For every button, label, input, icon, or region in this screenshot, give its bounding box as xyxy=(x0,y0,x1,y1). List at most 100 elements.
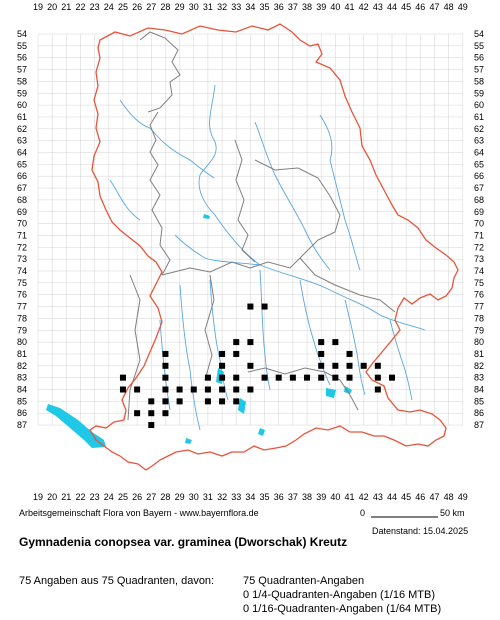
y-label-left: 69 xyxy=(17,207,27,217)
occurrence-marker xyxy=(261,303,268,310)
y-label-right: 77 xyxy=(474,302,484,312)
occurrence-marker xyxy=(219,362,226,369)
y-label-left: 61 xyxy=(17,112,27,122)
occurrence-marker xyxy=(162,374,169,381)
x-label-bottom: 42 xyxy=(359,492,369,500)
occurrence-marker xyxy=(219,350,226,357)
x-label-bottom: 21 xyxy=(61,492,71,500)
occurrence-marker xyxy=(346,374,353,381)
lakes xyxy=(46,214,352,448)
x-label-bottom: 30 xyxy=(189,492,199,500)
grid-lines xyxy=(37,33,463,426)
x-label-top: 45 xyxy=(401,2,411,12)
x-label-bottom: 49 xyxy=(458,492,468,500)
y-label-right: 82 xyxy=(474,361,484,371)
occurrence-marker xyxy=(247,362,254,369)
y-label-right: 73 xyxy=(474,254,484,264)
y-label-right: 62 xyxy=(474,124,484,134)
y-label-right: 80 xyxy=(474,337,484,347)
y-label-right: 85 xyxy=(474,396,484,406)
stats-quarter: 0 1/4-Quadranten-Angaben (1/16 MTB) xyxy=(243,589,436,601)
occurrence-marker xyxy=(247,386,254,393)
occurrence-marker xyxy=(318,374,325,381)
y-label-left: 84 xyxy=(17,385,27,395)
rivers xyxy=(109,84,426,431)
stats-total: 75 Angaben aus 75 Quadranten, davon: xyxy=(19,575,215,587)
x-label-top: 19 xyxy=(33,2,43,12)
y-label-left: 56 xyxy=(17,53,27,63)
x-label-top: 44 xyxy=(387,2,397,12)
x-label-bottom: 48 xyxy=(444,492,454,500)
y-label-right: 58 xyxy=(474,76,484,86)
occurrence-marker xyxy=(204,386,211,393)
y-label-left: 81 xyxy=(17,349,27,359)
y-label-right: 66 xyxy=(474,171,484,181)
occurrence-marker xyxy=(219,374,226,381)
x-label-bottom: 41 xyxy=(345,492,355,500)
occurrence-marker xyxy=(360,362,367,369)
x-label-top: 47 xyxy=(429,2,439,12)
y-label-left: 80 xyxy=(17,337,27,347)
x-label-top: 24 xyxy=(104,2,114,12)
x-label-top: 43 xyxy=(373,2,383,12)
y-label-left: 67 xyxy=(17,183,27,193)
y-label-left: 72 xyxy=(17,242,27,252)
x-axis-top-labels: 19 20 21 22 23 24 25 26 27 28 29 30 31 32 33 34 35 36 37 38… xyxy=(33,2,468,12)
y-label-right: 67 xyxy=(474,183,484,193)
scale-zero: 0 xyxy=(360,508,366,518)
occurrence-marker xyxy=(162,362,169,369)
x-label-bottom: 32 xyxy=(217,492,227,500)
y-label-left: 68 xyxy=(17,195,27,205)
y-label-left: 57 xyxy=(17,65,27,75)
x-label-top: 20 xyxy=(47,2,57,12)
x-label-top: 34 xyxy=(245,2,255,12)
occurrence-marker xyxy=(219,398,226,405)
x-label-bottom: 19 xyxy=(33,492,43,500)
y-label-left: 79 xyxy=(17,325,27,335)
occurrence-marker xyxy=(374,362,381,369)
distribution-map: 19 20 21 22 23 24 25 26 27 28 29 30 31 32 33 34 35 36 37 38… xyxy=(17,2,484,500)
occurrence-marker xyxy=(219,386,226,393)
occurrence-marker xyxy=(261,374,268,381)
x-label-top: 28 xyxy=(160,2,170,12)
y-label-left: 74 xyxy=(17,266,27,276)
occurrence-marker xyxy=(318,362,325,369)
y-label-right: 68 xyxy=(474,195,484,205)
occurrence-marker xyxy=(247,303,254,310)
y-label-left: 78 xyxy=(17,313,27,323)
x-label-top: 39 xyxy=(316,2,326,12)
y-label-left: 87 xyxy=(17,420,27,430)
data-date: Datenstand: 15.04.2025 xyxy=(372,526,469,536)
x-label-bottom: 25 xyxy=(118,492,128,500)
y-label-right: 71 xyxy=(474,230,484,240)
y-label-right: 65 xyxy=(474,159,484,169)
y-label-left: 71 xyxy=(17,230,27,240)
y-label-left: 86 xyxy=(17,408,27,418)
y-label-left: 73 xyxy=(17,254,27,264)
x-label-top: 22 xyxy=(75,2,85,12)
occurrence-marker xyxy=(374,386,381,393)
occurrence-marker xyxy=(233,398,240,405)
y-label-left: 58 xyxy=(17,76,27,86)
occurrence-marker xyxy=(176,398,183,405)
y-label-right: 78 xyxy=(474,313,484,323)
occurrence-marker xyxy=(233,386,240,393)
occurrence-marker xyxy=(374,374,381,381)
y-label-right: 74 xyxy=(474,266,484,276)
occurrence-marker xyxy=(275,374,282,381)
y-label-right: 64 xyxy=(474,148,484,158)
x-label-top: 49 xyxy=(458,2,468,12)
x-label-top: 26 xyxy=(132,2,142,12)
x-label-bottom: 34 xyxy=(245,492,255,500)
x-label-top: 35 xyxy=(260,2,270,12)
x-label-bottom: 33 xyxy=(231,492,241,500)
x-label-bottom: 24 xyxy=(104,492,114,500)
y-label-right: 60 xyxy=(474,100,484,110)
y-label-right: 87 xyxy=(474,420,484,430)
district-borders xyxy=(127,31,396,421)
occurrence-marker xyxy=(332,374,339,381)
occurrence-markers xyxy=(119,303,395,429)
occurrence-marker xyxy=(134,410,141,417)
